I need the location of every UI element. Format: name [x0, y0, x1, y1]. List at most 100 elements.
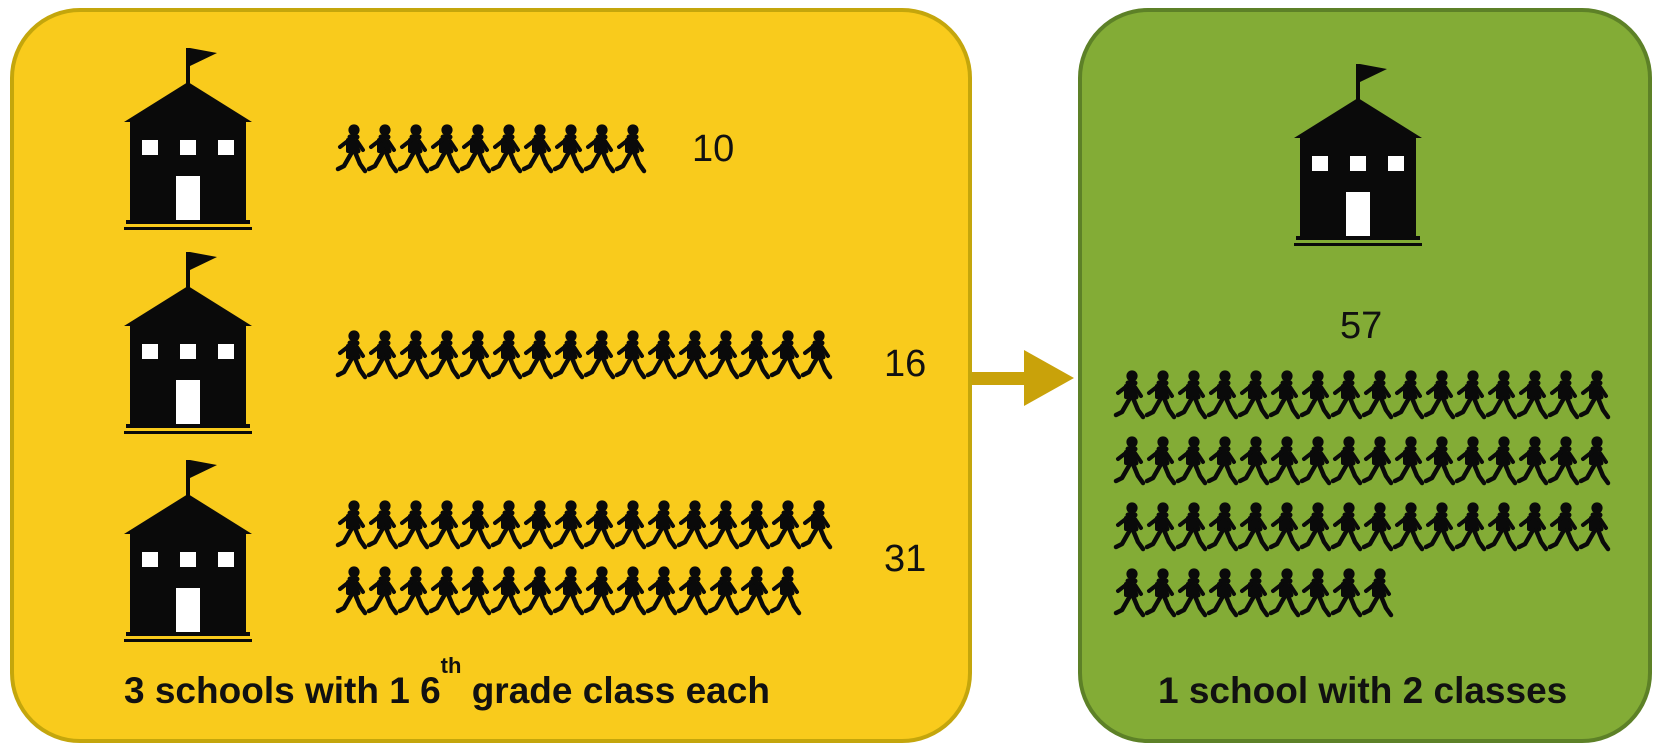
student-walking-icon — [586, 500, 613, 547]
student-walking-icon — [803, 330, 830, 377]
student-walking-icon — [1302, 370, 1329, 417]
student-walking-icon — [369, 500, 396, 547]
student-walking-icon — [710, 566, 737, 613]
student-walking-icon — [1178, 370, 1205, 417]
arrow-right-icon — [972, 350, 1074, 406]
student-walking-icon — [524, 500, 551, 547]
student-walking-icon — [369, 124, 396, 171]
student-walking-icon — [1178, 502, 1205, 549]
student-walking-icon — [1550, 502, 1577, 549]
student-walking-icon — [1147, 436, 1174, 483]
student-walking-icon — [1333, 502, 1360, 549]
before-caption-superscript: th — [440, 653, 462, 678]
before-caption: 3 schools with 1 6th grade class each — [124, 655, 770, 712]
student-walking-icon — [648, 500, 675, 547]
student-walking-icon — [648, 330, 675, 377]
school-building-icon — [122, 250, 254, 436]
student-walking-icon — [617, 500, 644, 547]
student-walking-icon — [524, 566, 551, 613]
student-walking-icon — [369, 330, 396, 377]
student-walking-icon — [462, 566, 489, 613]
school-building-icon — [122, 458, 254, 644]
student-walking-icon — [400, 500, 427, 547]
student-walking-icon — [1333, 436, 1360, 483]
student-walking-icon — [1271, 436, 1298, 483]
student-walking-icon — [400, 566, 427, 613]
student-walking-icon — [586, 566, 613, 613]
student-walking-icon — [1426, 436, 1453, 483]
school-building-icon — [1292, 62, 1424, 248]
student-walking-icon — [1302, 568, 1329, 615]
student-walking-icon — [462, 124, 489, 171]
student-walking-icon — [555, 330, 582, 377]
student-walking-icon — [431, 500, 458, 547]
student-walking-icon — [493, 330, 520, 377]
student-walking-icon — [1364, 568, 1391, 615]
student-walking-icon — [1488, 370, 1515, 417]
student-walking-icon — [369, 566, 396, 613]
student-walking-icon — [1364, 370, 1391, 417]
student-walking-icon — [1178, 436, 1205, 483]
student-walking-icon — [1209, 568, 1236, 615]
student-walking-icon — [1550, 370, 1577, 417]
student-walking-icon — [803, 500, 830, 547]
student-walking-icon — [1581, 436, 1608, 483]
after-caption: 1 school with 2 classes — [1158, 670, 1568, 711]
student-walking-icon — [1333, 370, 1360, 417]
school-building-icon — [122, 46, 254, 232]
student-walking-icon — [1395, 502, 1422, 549]
student-walking-icon — [338, 500, 365, 547]
student-walking-icon — [710, 500, 737, 547]
student-walking-icon — [648, 566, 675, 613]
student-walking-icon — [555, 124, 582, 171]
student-walking-icon — [1147, 568, 1174, 615]
student-walking-icon — [1271, 568, 1298, 615]
student-walking-icon — [338, 566, 365, 613]
student-walking-icon — [1178, 568, 1205, 615]
student-walking-icon — [679, 330, 706, 377]
student-walking-icon — [1488, 436, 1515, 483]
student-walking-icon — [617, 124, 644, 171]
student-walking-icon — [1116, 568, 1143, 615]
student-walking-icon — [1333, 568, 1360, 615]
student-walking-icon — [493, 500, 520, 547]
student-walking-icon — [1519, 436, 1546, 483]
student-walking-icon — [1240, 502, 1267, 549]
student-walking-icon — [1550, 436, 1577, 483]
student-walking-icon — [679, 566, 706, 613]
student-walking-icon — [1519, 370, 1546, 417]
student-walking-icon — [555, 500, 582, 547]
student-walking-icon — [1581, 502, 1608, 549]
student-walking-icon — [772, 330, 799, 377]
student-walking-icon — [493, 124, 520, 171]
student-walking-icon — [1240, 436, 1267, 483]
student-walking-icon — [1426, 370, 1453, 417]
student-walking-icon — [1395, 370, 1422, 417]
student-walking-icon — [1209, 436, 1236, 483]
student-walking-icon — [338, 330, 365, 377]
student-walking-icon — [1581, 370, 1608, 417]
student-walking-icon — [772, 566, 799, 613]
student-walking-icon — [431, 124, 458, 171]
student-walking-icon — [338, 124, 365, 171]
student-walking-icon — [1302, 436, 1329, 483]
student-walking-icon — [1116, 370, 1143, 417]
student-walking-icon — [1209, 370, 1236, 417]
student-walking-icon — [1271, 370, 1298, 417]
student-walking-icon — [1457, 370, 1484, 417]
student-walking-icon — [741, 500, 768, 547]
student-walking-icon — [431, 566, 458, 613]
student-walking-icon — [617, 566, 644, 613]
student-walking-icon — [400, 124, 427, 171]
student-walking-icon — [710, 330, 737, 377]
student-walking-icon — [679, 500, 706, 547]
student-walking-icon — [1240, 370, 1267, 417]
before-caption-prefix: 3 schools with 1 6 — [124, 670, 441, 711]
student-walking-icon — [1302, 502, 1329, 549]
student-walking-icon — [741, 330, 768, 377]
student-walking-icon — [400, 330, 427, 377]
school-3-count: 31 — [884, 538, 927, 580]
student-walking-icon — [1147, 502, 1174, 549]
student-walking-icon — [1519, 502, 1546, 549]
student-walking-icon — [524, 124, 551, 171]
